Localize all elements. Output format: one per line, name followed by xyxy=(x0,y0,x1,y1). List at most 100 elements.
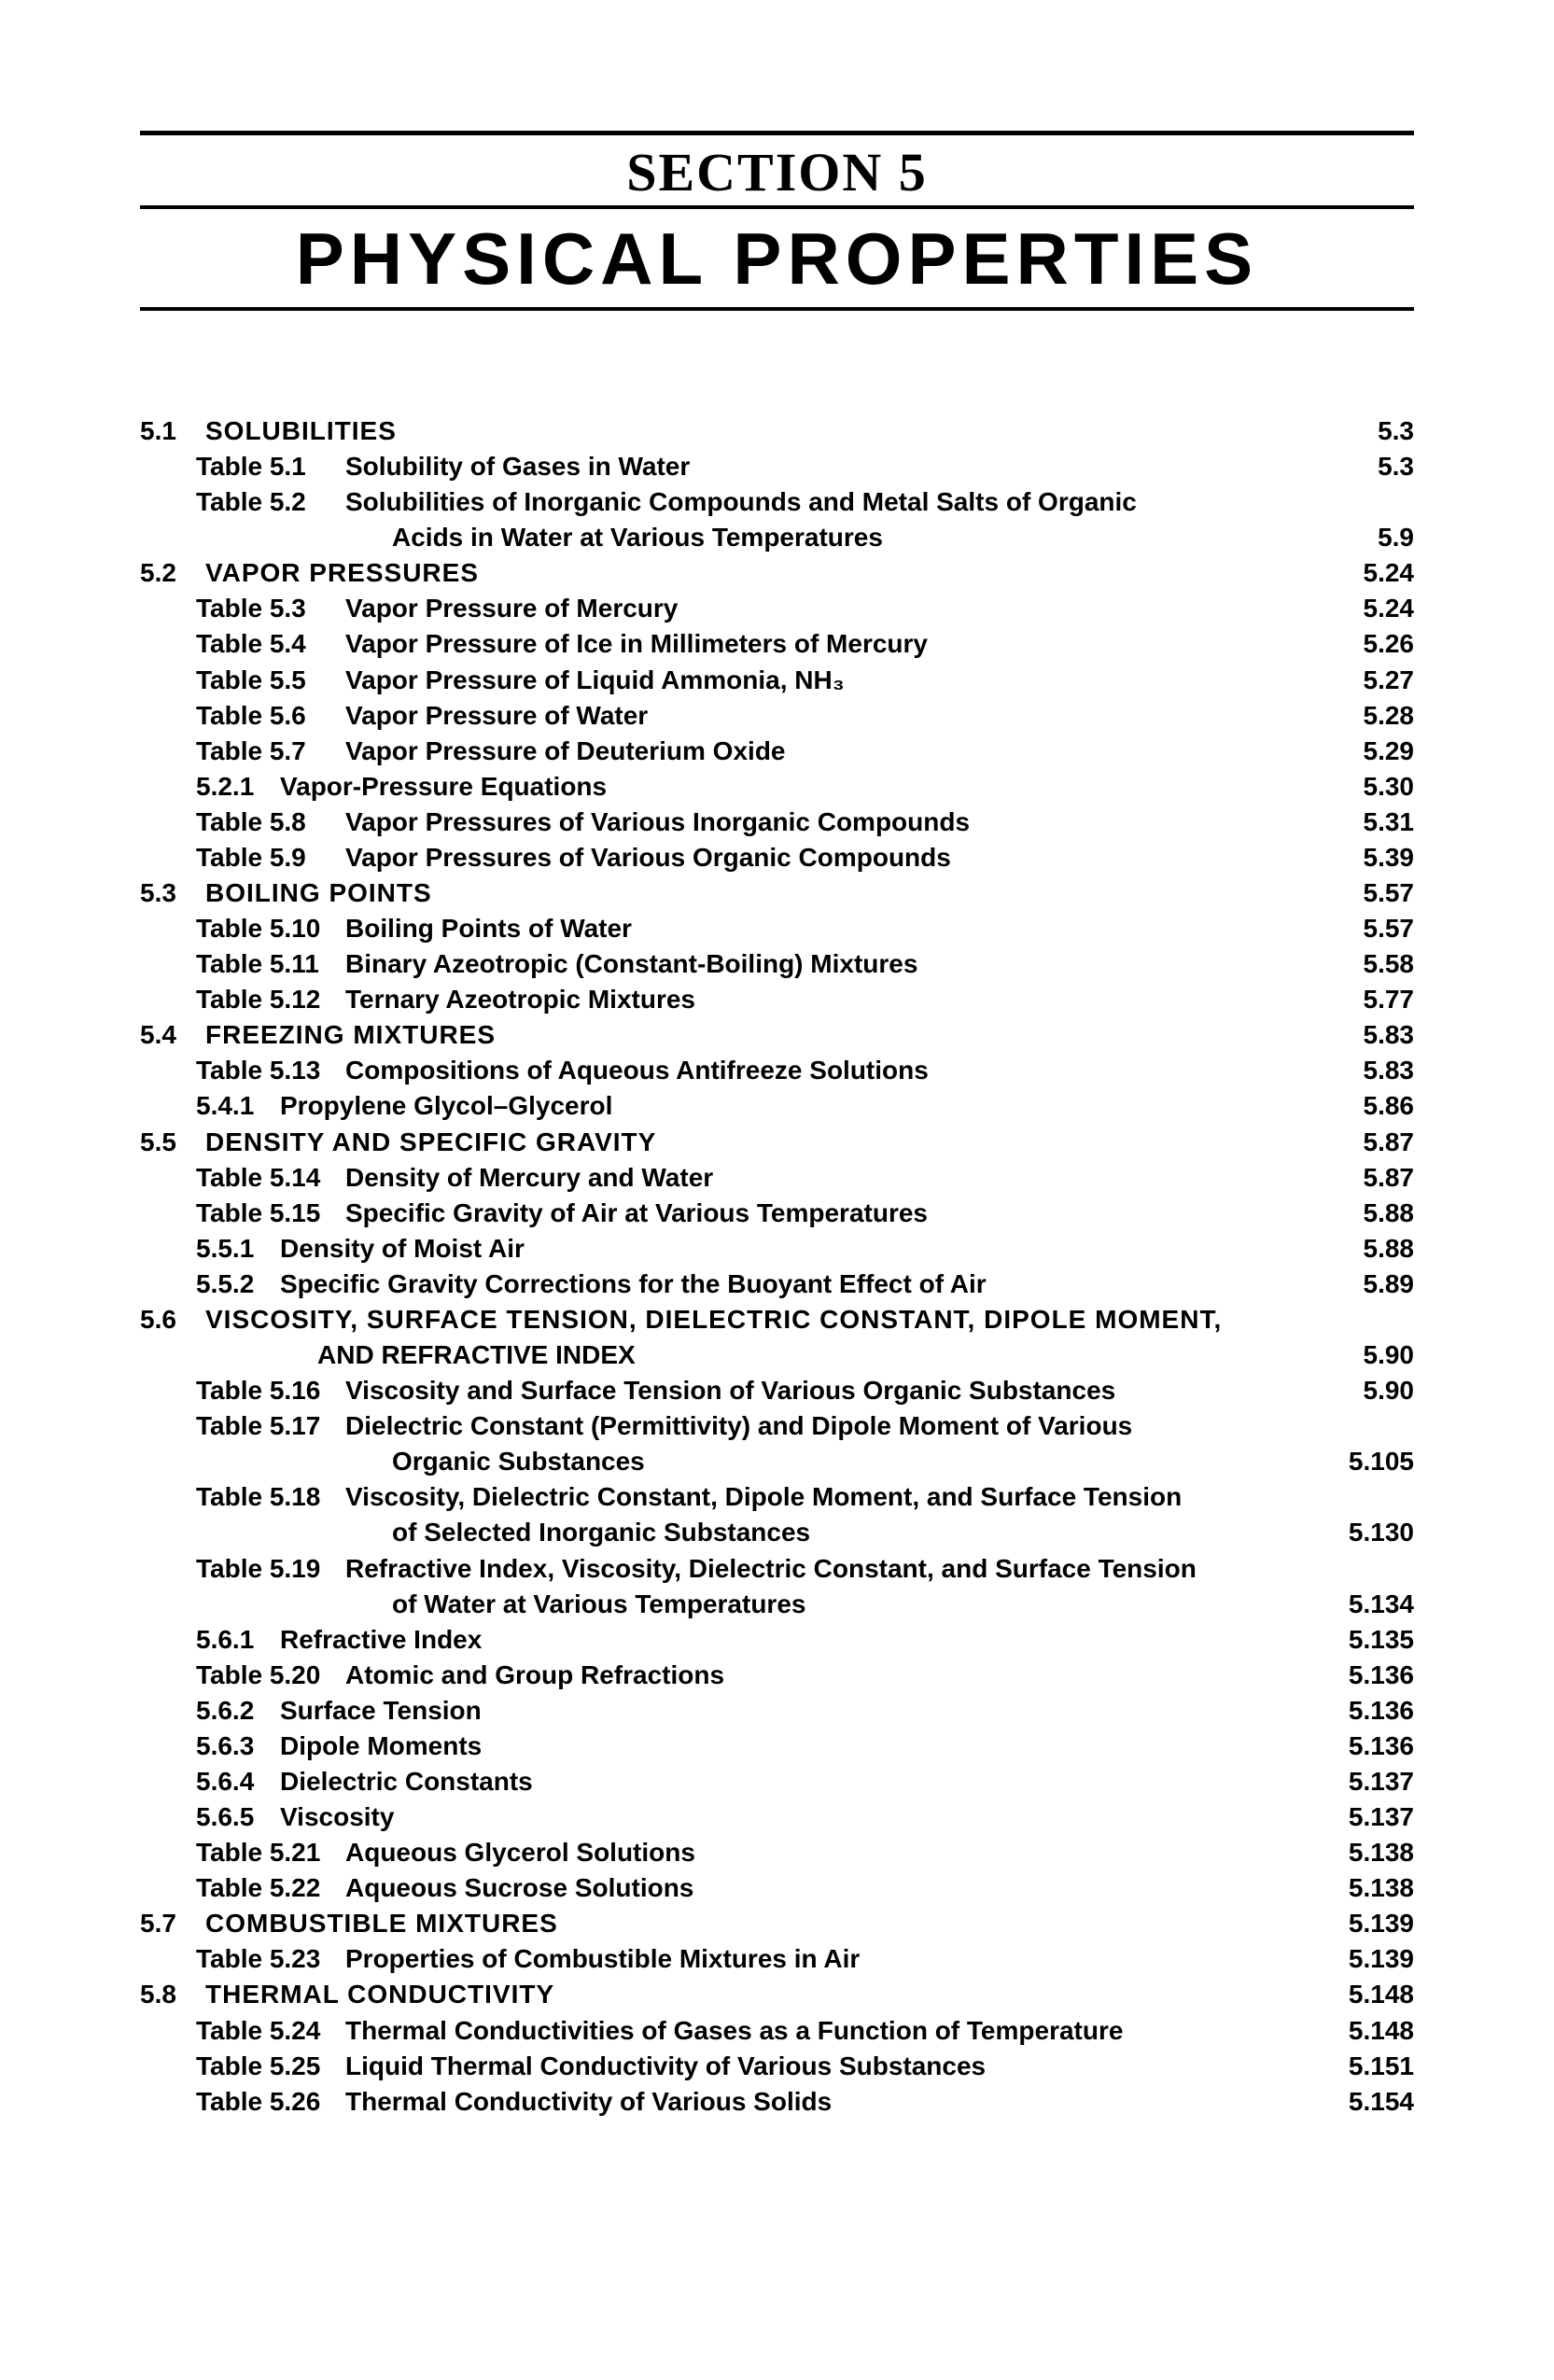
toc-entry-title: Vapor Pressures of Various Inorganic Com… xyxy=(345,805,970,840)
toc-entry-title: Dipole Moments xyxy=(280,1729,482,1764)
toc-entry-page: 5.90 xyxy=(1345,1337,1415,1373)
toc-row: 5.1SOLUBILITIES5.3 xyxy=(140,413,1414,449)
toc-entry-page: 5.83 xyxy=(1345,1017,1415,1053)
toc-row: Table 5.2Solubilities of Inorganic Compo… xyxy=(140,484,1414,520)
toc-row: Table 5.3Vapor Pressure of Mercury5.24 xyxy=(140,591,1414,626)
toc-entry-title: Vapor Pressure of Ice in Millimeters of … xyxy=(345,626,928,662)
toc-row: Table 5.22Aqueous Sucrose Solutions5.138 xyxy=(140,1870,1414,1906)
toc-entry-title: Vapor-Pressure Equations xyxy=(280,769,607,805)
toc-entry-page: 5.151 xyxy=(1330,2049,1414,2084)
toc-entry-page: 5.24 xyxy=(1345,591,1415,626)
toc-entry-title: Specific Gravity of Air at Various Tempe… xyxy=(345,1196,928,1231)
toc-entry-page: 5.58 xyxy=(1345,946,1415,982)
toc-entry-number: Table 5.20 xyxy=(196,1658,345,1693)
toc-entry-page: 5.148 xyxy=(1330,2013,1414,2049)
toc-entry-number: 5.6.2 xyxy=(196,1693,280,1729)
toc-entry-title: Viscosity, Dielectric Constant, Dipole M… xyxy=(345,1479,1182,1515)
toc-entry-page: 5.31 xyxy=(1345,805,1415,840)
toc-entry-number: 5.5.2 xyxy=(196,1267,280,1302)
toc-row: 5.6.5Viscosity5.137 xyxy=(140,1799,1414,1835)
toc-entry-page: 5.154 xyxy=(1330,2084,1414,2120)
toc-entry-number: 5.2 xyxy=(140,555,205,591)
toc-entry-page: 5.9 xyxy=(1359,520,1414,555)
toc-entry-title: Ternary Azeotropic Mixtures xyxy=(345,982,695,1017)
toc-entry-number: 5.7 xyxy=(140,1906,205,1941)
toc-entry-number: Table 5.12 xyxy=(196,982,345,1017)
toc-row: Acids in Water at Various Temperatures5.… xyxy=(140,520,1414,555)
toc-row: 5.5DENSITY AND SPECIFIC GRAVITY5.87 xyxy=(140,1125,1414,1160)
toc-entry-number: 5.3 xyxy=(140,875,205,911)
toc-entry-title: Solubility of Gases in Water xyxy=(345,449,690,484)
toc-entry-page: 5.148 xyxy=(1330,1977,1414,2012)
toc-row: Table 5.16Viscosity and Surface Tension … xyxy=(140,1373,1414,1408)
toc-entry-title: Dielectric Constant (Permittivity) and D… xyxy=(345,1408,1132,1444)
toc-entry-title: Surface Tension xyxy=(280,1693,482,1729)
toc-entry-title: Viscosity xyxy=(280,1799,394,1835)
toc-row: Table 5.10Boiling Points of Water5.57 xyxy=(140,911,1414,946)
toc-entry-title: Aqueous Sucrose Solutions xyxy=(345,1870,693,1906)
toc-row: 5.3BOILING POINTS 5.57 xyxy=(140,875,1414,911)
toc-row: 5.4.1Propylene Glycol–Glycerol5.86 xyxy=(140,1088,1414,1124)
toc-entry-title: VAPOR PRESSURES xyxy=(205,555,479,591)
toc-entry-number: Table 5.26 xyxy=(196,2084,345,2120)
toc-entry-page: 5.87 xyxy=(1345,1160,1415,1196)
toc-entry-page: 5.105 xyxy=(1330,1444,1414,1479)
toc-entry-number: 5.6.1 xyxy=(196,1622,280,1658)
toc-entry-title: Binary Azeotropic (Constant-Boiling) Mix… xyxy=(345,946,917,982)
toc-row: Table 5.18Viscosity, Dielectric Constant… xyxy=(140,1479,1414,1515)
toc-row: Table 5.7Vapor Pressure of Deuterium Oxi… xyxy=(140,734,1414,769)
toc-row: Organic Substances 5.105 xyxy=(140,1444,1414,1479)
toc-row: of Water at Various Temperatures5.134 xyxy=(140,1587,1414,1622)
toc-row: Table 5.9Vapor Pressures of Various Orga… xyxy=(140,840,1414,875)
toc-entry-page: 5.139 xyxy=(1330,1906,1414,1941)
toc-entry-title: Refractive Index xyxy=(280,1622,482,1658)
toc-row: Table 5.20Atomic and Group Refractions5.… xyxy=(140,1658,1414,1693)
toc-entry-page: 5.134 xyxy=(1330,1587,1414,1622)
toc-row: AND REFRACTIVE INDEX 5.90 xyxy=(140,1337,1414,1373)
toc-entry-title: Thermal Conductivity of Various Solids xyxy=(345,2084,832,2120)
toc-row: 5.8THERMAL CONDUCTIVITY5.148 xyxy=(140,1977,1414,2012)
section-title: PHYSICAL PROPERTIES xyxy=(140,217,1414,301)
toc-entry-title-continuation: Organic Substances xyxy=(392,1444,645,1479)
toc-entry-title: Density of Moist Air xyxy=(280,1231,525,1267)
toc-entry-title: BOILING POINTS xyxy=(205,875,432,911)
toc-row: 5.4FREEZING MIXTURES5.83 xyxy=(140,1017,1414,1053)
toc-entry-page: 5.139 xyxy=(1330,1941,1414,1977)
toc-row: Table 5.14Density of Mercury and Water5.… xyxy=(140,1160,1414,1196)
toc-entry-number: 5.8 xyxy=(140,1977,205,2012)
toc-entry-number: Table 5.6 xyxy=(196,698,345,734)
toc-entry-page: 5.83 xyxy=(1345,1053,1415,1088)
toc-entry-title: SOLUBILITIES xyxy=(205,413,397,449)
toc-entry-number: 5.5 xyxy=(140,1125,205,1160)
top-rule xyxy=(140,131,1414,135)
toc-entry-number: Table 5.14 xyxy=(196,1160,345,1196)
toc-row: Table 5.1Solubility of Gases in Water5.3 xyxy=(140,449,1414,484)
toc-entry-title: Liquid Thermal Conductivity of Various S… xyxy=(345,2049,986,2084)
toc-entry-number: Table 5.17 xyxy=(196,1408,345,1444)
toc-entry-title: Thermal Conductivities of Gases as a Fun… xyxy=(345,2013,1123,2049)
mid-rule xyxy=(140,205,1414,209)
toc-row: 5.7COMBUSTIBLE MIXTURES5.139 xyxy=(140,1906,1414,1941)
toc-entry-title-continuation: AND REFRACTIVE INDEX xyxy=(317,1337,636,1373)
toc-entry-page: 5.57 xyxy=(1345,875,1415,911)
toc-entry-page: 5.136 xyxy=(1330,1693,1414,1729)
toc-entry-number: Table 5.15 xyxy=(196,1196,345,1231)
toc-entry-number: Table 5.4 xyxy=(196,626,345,662)
toc-entry-page: 5.90 xyxy=(1345,1373,1415,1408)
toc-row: 5.6VISCOSITY, SURFACE TENSION, DIELECTRI… xyxy=(140,1302,1414,1337)
toc-entry-page: 5.88 xyxy=(1345,1196,1415,1231)
toc-entry-number: Table 5.11 xyxy=(196,946,345,982)
toc-row: Table 5.21Aqueous Glycerol Solutions5.13… xyxy=(140,1835,1414,1870)
toc-entry-number: 5.6.3 xyxy=(196,1729,280,1764)
toc-entry-page: 5.26 xyxy=(1345,626,1415,662)
toc-entry-number: 5.6.4 xyxy=(196,1764,280,1799)
toc-row: 5.2.1Vapor-Pressure Equations5.30 xyxy=(140,769,1414,805)
toc-row: Table 5.11Binary Azeotropic (Constant-Bo… xyxy=(140,946,1414,982)
toc-row: Table 5.8Vapor Pressures of Various Inor… xyxy=(140,805,1414,840)
toc-entry-title: Aqueous Glycerol Solutions xyxy=(345,1835,695,1870)
toc-entry-number: 5.5.1 xyxy=(196,1231,280,1267)
toc-entry-number: Table 5.16 xyxy=(196,1373,345,1408)
toc-row: 5.6.2Surface Tension 5.136 xyxy=(140,1693,1414,1729)
toc-entry-page: 5.57 xyxy=(1345,911,1415,946)
toc-entry-number: 5.6.5 xyxy=(196,1799,280,1835)
